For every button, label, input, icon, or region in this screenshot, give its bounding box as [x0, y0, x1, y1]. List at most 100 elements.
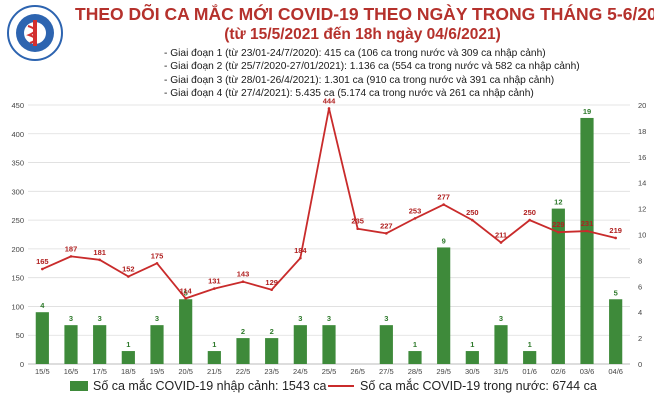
x-axis-tick-label: 02/6: [551, 367, 566, 376]
bar: [408, 351, 422, 364]
bar: [465, 351, 479, 364]
right-axis-tick-label: 8: [638, 256, 642, 265]
left-axis-tick-label: 100: [11, 302, 24, 311]
bar: [437, 247, 451, 364]
right-axis-tick-label: 16: [638, 153, 646, 162]
line-point: [528, 218, 531, 222]
x-axis-tick-label: 25/5: [322, 367, 337, 376]
line-point: [356, 227, 359, 231]
line-series-domestic: [41, 107, 617, 300]
phase-1-text: - Giai đoạn 1 (từ 23/01-24/7/2020): 415 …: [164, 48, 546, 59]
left-axis-tick-label: 200: [11, 245, 24, 254]
x-axis-tick-label: 21/5: [207, 367, 222, 376]
chart-title: THEO DÕI CA MẮC MỚI COVID-19 THEO NGÀY T…: [75, 4, 654, 24]
bar-data-label: 9: [442, 236, 446, 245]
right-axis-tick-label: 12: [638, 205, 646, 214]
x-axis-tick-label: 15/5: [35, 367, 50, 376]
phase-3-text: - Giai đoạn 3 (từ 28/01-26/4/2021): 1.30…: [164, 74, 555, 86]
line-data-label: 143: [237, 270, 250, 279]
bar-data-label: 3: [98, 314, 102, 323]
left-axis-tick-label: 350: [11, 159, 24, 168]
x-axis-tick-label: 18/5: [121, 367, 136, 376]
line-point: [299, 256, 302, 260]
x-axis-tick-label: 16/5: [64, 367, 79, 376]
line-point: [127, 275, 130, 278]
x-axis-tick-label: 30/5: [465, 367, 480, 376]
right-axis-tick-label: 0: [638, 360, 642, 369]
bar-data-label: 3: [155, 314, 159, 323]
line-point: [471, 218, 474, 222]
bar-data-label: 1: [470, 340, 474, 349]
line-point: [385, 232, 388, 235]
line-data-label: 231: [581, 219, 594, 228]
right-axis-tick-label: 20: [638, 101, 646, 110]
line-point: [614, 236, 617, 240]
x-axis-tick-label: 29/5: [436, 367, 451, 376]
bar: [293, 325, 307, 364]
x-axis-tick-label: 20/5: [178, 367, 193, 376]
x-axis-tick-label: 03/6: [580, 367, 595, 376]
bar-data-label: 3: [384, 314, 388, 323]
bar: [35, 312, 49, 364]
left-axis-tick-label: 150: [11, 274, 24, 283]
legend-imported: Số ca mắc COVID-19 nhập cảnh: 1543 ca: [70, 379, 326, 393]
left-axis-tick-label: 0: [20, 360, 24, 369]
phase-4-text: - Giai đoạn 4 (từ 27/4/2021): 5.435 ca (…: [164, 87, 534, 99]
line-data-label: 114: [180, 286, 193, 295]
x-axis-tick-label: 27/5: [379, 367, 394, 376]
line-data-label: 181: [93, 248, 106, 257]
right-axis-tick-label: 6: [638, 282, 642, 291]
bar: [379, 325, 393, 364]
bar-data-label: 1: [126, 340, 130, 349]
line-point: [69, 255, 73, 258]
bar-data-label: 2: [270, 327, 274, 336]
bar: [580, 117, 594, 364]
line-data-label: 187: [65, 244, 78, 253]
line-point: [213, 287, 216, 290]
left-axis-tick-label: 400: [11, 130, 24, 139]
bar-data-label: 19: [583, 107, 591, 116]
left-axis-tick-label: 300: [11, 187, 24, 196]
line-data-label: 165: [36, 257, 49, 266]
left-axis-tick-label: 450: [11, 101, 24, 110]
line-point: [499, 241, 503, 244]
bar: [236, 338, 250, 364]
line-point: [270, 288, 273, 292]
line-data-label: 253: [409, 206, 422, 215]
line-data-label: 219: [609, 226, 622, 235]
bar: [93, 325, 107, 364]
x-axis-tick-label: 24/5: [293, 367, 308, 376]
bar: [121, 351, 135, 364]
line-data-label: 184: [294, 246, 307, 255]
right-axis-tick-label: 10: [638, 231, 646, 240]
bar-data-label: 3: [298, 314, 302, 323]
line-data-label: 250: [466, 208, 479, 217]
x-axis-tick-label: 31/5: [494, 367, 509, 376]
legend-bar-swatch: [70, 381, 88, 391]
line-data-label: 129: [265, 278, 278, 287]
bar-data-label: 1: [212, 340, 216, 349]
bar: [494, 325, 508, 364]
bar-data-label: 2: [241, 327, 245, 336]
bar: [207, 351, 221, 364]
line-point: [98, 258, 101, 262]
left-axis-tick-label: 50: [16, 331, 24, 340]
bar: [150, 325, 164, 364]
ministry-of-health-logo: [7, 5, 63, 61]
phase-summary: - Giai đoạn 1 (từ 23/01-24/7/2020): 415 …: [164, 47, 580, 100]
legend-line-swatch: [328, 385, 354, 387]
line-data-label: 152: [122, 265, 135, 274]
line-point: [413, 217, 417, 220]
line-point: [184, 297, 187, 300]
x-axis-tick-label: 19/5: [150, 367, 165, 376]
bar-data-label: 5: [614, 288, 618, 297]
bar: [265, 338, 279, 364]
legend-domestic-label: Số ca mắc COVID-19 trong nước: 6744 ca: [360, 379, 597, 393]
line-data-label: 131: [208, 277, 221, 286]
line-point: [557, 230, 560, 234]
right-axis-tick-label: 2: [638, 334, 642, 343]
x-axis-tick-label: 04/6: [608, 367, 623, 376]
line-data-label: 444: [323, 96, 336, 105]
bar-data-label: 3: [327, 314, 331, 323]
